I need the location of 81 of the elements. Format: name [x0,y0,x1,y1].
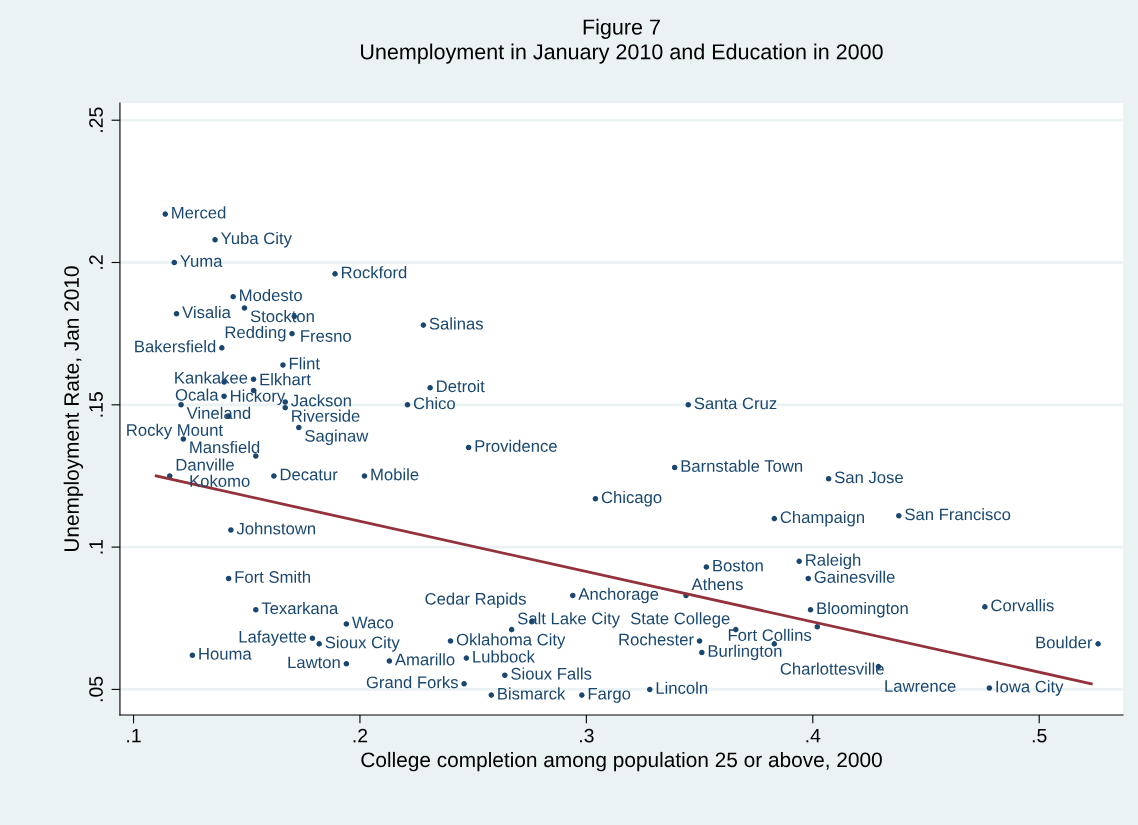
data-label: Waco [351,616,394,629]
data-label: Lubbock [473,650,535,663]
data-label: Vineland [186,406,251,419]
x-tick-label: .1 [127,728,141,743]
data-label: Elkhart [260,373,311,386]
data-label: Iowa City [996,680,1064,696]
data-label: Ocala [175,388,219,401]
data-label: Yuba City [220,231,292,248]
data-label: Boston [713,559,763,572]
data-label: Salt Lake City [517,612,620,628]
x-tick-label: .3 [580,728,594,743]
data-label: Burlington [708,644,782,661]
data-label: Charlottesville [780,662,884,675]
data-label: Barnstable Town [681,459,803,472]
data-label: San Francisco [905,508,1011,521]
data-label: Anchorage [578,587,659,604]
data-label: Fargo [588,687,631,703]
data-label: Riverside [292,409,360,422]
data-label: Bismarck [498,687,566,700]
data-label: Lawrence [885,680,956,692]
data-label: Champaign [780,510,865,527]
x-tick-label: .5 [1032,728,1047,743]
data-label: Raleigh [806,553,861,570]
data-label: Boulder [1036,636,1093,649]
data-label: Lincoln [656,681,708,694]
data-label: Sioux City [325,636,400,652]
data-label: Fresno [301,330,352,342]
data-label: Corvallis [991,599,1054,612]
data-label: Rocky Mount [127,423,223,440]
data-label: Bloomington [817,601,908,618]
y-tick-label: .05 [89,676,103,702]
data-label: Gainesville [814,570,895,583]
data-label: Johnstown [236,522,316,535]
data-label: San Jose [834,471,903,484]
data-label: Redding [225,325,286,342]
data-label: Danville [176,458,234,471]
data-label: Cedar Rapids [425,592,526,609]
data-label: Providence [475,439,557,452]
data-label: Bakersfield [135,340,216,353]
data-label: Santa Cruz [694,397,777,410]
data-label: Kokomo [190,474,250,487]
y-tick-label: .2 [89,255,103,269]
data-label: Athens [691,578,743,591]
data-label: Jackson [291,394,351,407]
data-label: Visalia [182,305,231,319]
data-label: State College [630,612,730,628]
chart-subtitle: Unemployment in January 2010 and Education in 2000 [361,43,883,64]
data-label: Flint [289,357,320,370]
data-label: Hickory [231,389,286,406]
y-tick-label: .1 [89,539,103,554]
data-label: Yuma [180,255,223,267]
data-label: Rockford [341,266,407,279]
data-label: Mansfield [190,440,260,454]
data-label: Salinas [429,317,483,330]
chart-title: Figure 7 [583,18,660,39]
data-label: Fort Smith [235,570,310,583]
data-label: Chicago [601,490,662,507]
data-label: Oklahoma City [456,633,566,649]
data-label: Texarkana [261,601,339,615]
data-label: Mobile [371,468,419,481]
data-label: Rochester [619,633,694,646]
data-label: Detroit [437,379,485,393]
data-label: Modesto [240,288,302,302]
data-label: Chico [413,397,455,410]
x-tick-label: .4 [806,728,821,743]
data-label: Merced [172,206,226,219]
data-label: Sioux Falls [511,667,592,680]
data-label: Lawton [288,656,340,669]
data-label: Houma [199,648,252,660]
data-label: Decatur [280,468,338,481]
data-label: Grand Forks [366,675,458,689]
data-label: Kankakee [175,371,248,384]
y-tick-label: .15 [89,392,103,417]
y-tick-label: .25 [89,107,103,132]
x-axis-title: College completion among population 25 or above, 2000 [361,751,882,772]
data-label: Saginaw [305,429,369,446]
data-label: Amarillo [394,653,455,666]
data-label: Lafayette [239,630,307,646]
y-axis-title: Unemployment Rate, Jan 2010 [63,266,84,552]
data-label: Stockton [250,310,314,323]
x-tick-label: .2 [353,728,368,743]
